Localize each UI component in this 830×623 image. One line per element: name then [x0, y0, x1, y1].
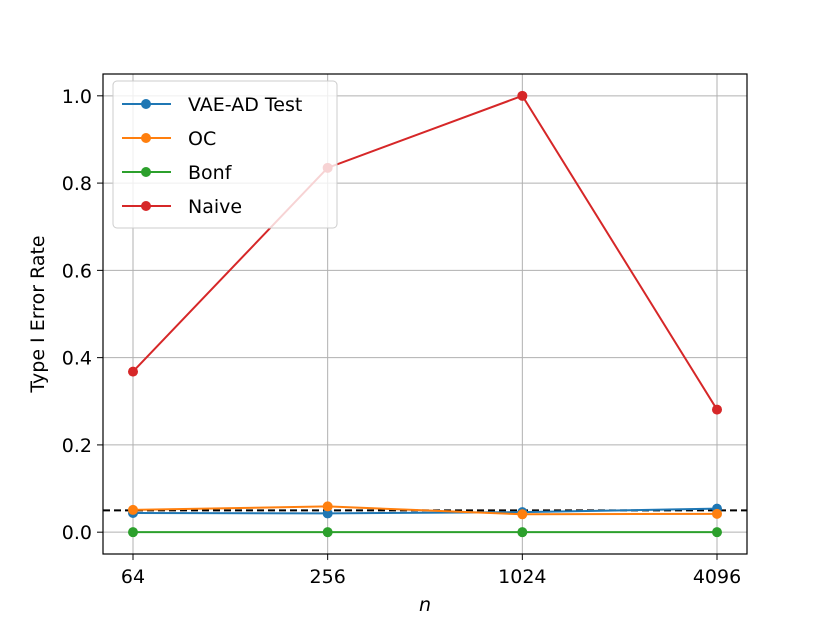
y-tick-label: 1.0 [62, 86, 92, 108]
legend-swatch-marker [141, 167, 151, 177]
y-tick-label: 0.8 [62, 173, 92, 195]
data-point-oc [322, 501, 333, 512]
legend-swatch-marker [141, 201, 151, 211]
data-point-bonf [128, 527, 138, 538]
series-line-vae-ad-test [132, 507, 718, 515]
legend-swatch-marker [141, 99, 151, 109]
data-point-bonf [517, 527, 528, 538]
axis-ticks: 64 256 1024 4096 0.0 0.2 0.4 0.6 0.8 1.0 [62, 86, 741, 588]
series-line-naive [132, 94, 718, 411]
data-point-oc [517, 509, 528, 520]
series-line-oc [132, 505, 718, 516]
data-point-naive [517, 90, 528, 101]
legend-entry: Bonf [122, 162, 233, 184]
legend-label: OC [188, 128, 216, 150]
y-tick-label: 0.6 [62, 260, 92, 282]
legend-entry: Naive [122, 196, 242, 218]
legend: VAE-AD Test OC Bonf Naive [112, 80, 338, 229]
data-point-oc [712, 508, 722, 519]
y-axis-label: Type I Error Rate [27, 235, 49, 393]
data-point-vae-ad-test [322, 508, 333, 519]
data-point-oc [128, 504, 138, 515]
legend-entry: OC [122, 128, 216, 150]
x-axis-label: n [419, 594, 431, 616]
data-point-bonf [322, 527, 333, 538]
plot-area-frame [102, 73, 748, 555]
y-tick-label: 0.4 [62, 348, 92, 370]
series-oc [128, 501, 722, 520]
data-point-bonf [712, 527, 722, 538]
legend-label: Bonf [188, 162, 233, 184]
x-tick-label: 64 [121, 566, 145, 588]
legend-label: VAE-AD Test [188, 94, 302, 116]
series-layer [128, 90, 722, 538]
data-point-naive [128, 366, 138, 377]
legend-label: Naive [188, 196, 242, 218]
legend-swatch-marker [141, 133, 151, 143]
x-tick-label: 1024 [498, 566, 546, 588]
legend-entry: VAE-AD Test [122, 94, 302, 116]
x-tick-label: 256 [310, 566, 346, 588]
x-tick-label: 4096 [693, 566, 741, 588]
y-tick-label: 0.0 [62, 522, 92, 544]
data-point-naive [712, 404, 722, 415]
y-tick-label: 0.2 [62, 435, 92, 457]
series-bonf [128, 527, 722, 538]
legend-box [112, 80, 338, 229]
